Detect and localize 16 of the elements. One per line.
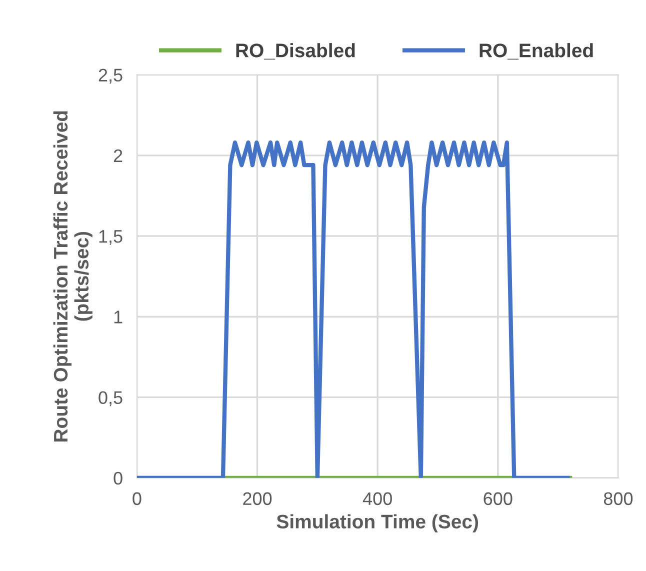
y-tick-label: 1 [114,310,122,324]
x-tick-label: 400 [362,492,392,506]
legend-label: RO_Disabled [236,43,355,60]
x-axis-title: Simulation Time (Sec) [276,514,478,532]
x-tick-label: 200 [243,492,272,506]
line-series [136,140,570,478]
y-tick-label: 2,5 [98,68,122,84]
y-axis-title: Route Optimization Traffic Received (pkts/sec) [53,111,92,442]
x-tick-label: 600 [484,492,512,506]
y-tick-label: 1,5 [99,230,122,245]
legend-label: RO_Enabled [480,43,593,60]
y-tick-label: 2 [114,149,122,162]
y-tick-label: 0,5 [98,391,122,406]
y-tick-label: 0 [114,472,122,485]
x-tick-label: 0 [132,492,142,506]
x-tick-label: 800 [604,492,633,506]
